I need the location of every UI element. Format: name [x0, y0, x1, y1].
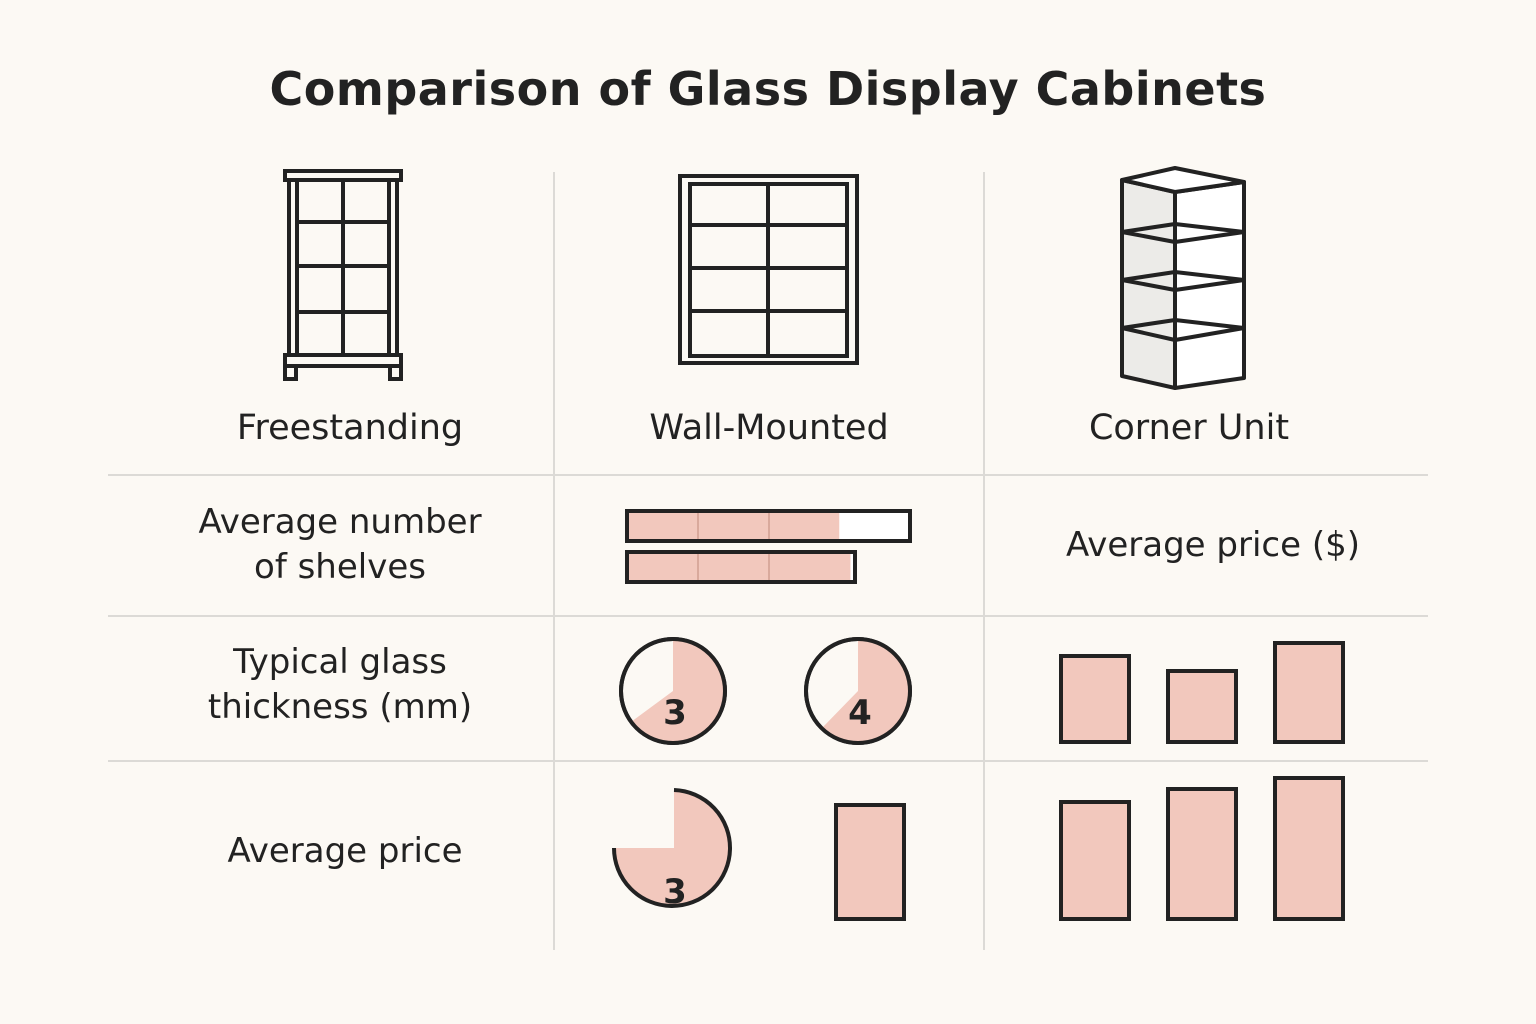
row-label-line: Average number	[198, 502, 482, 542]
corner-thickness-bars	[1059, 641, 1345, 744]
row-label-price: Average price	[227, 831, 463, 871]
cabinet-label-corner-unit: Corner Unit	[1088, 408, 1290, 448]
freestanding-cabinet-icon	[283, 169, 403, 381]
bar	[1273, 641, 1345, 744]
row-divider	[108, 474, 1428, 476]
shelf-bars	[625, 509, 912, 584]
cabinet-label-wall-mounted: Wall-Mounted	[649, 408, 889, 448]
column-divider	[553, 172, 555, 950]
thickness-value-2: 4	[848, 693, 872, 733]
bar	[1059, 654, 1131, 744]
row-divider	[108, 760, 1428, 762]
bar	[1166, 787, 1238, 921]
row-label-line: Typical glass	[233, 642, 447, 682]
bar	[1273, 776, 1345, 921]
shelf-bar-outline	[625, 509, 912, 543]
cabinet-label-freestanding: Freestanding	[236, 408, 464, 448]
row-label-shelves: Average number of shelves	[170, 500, 510, 590]
column-divider	[983, 172, 985, 950]
wall-mounted-cabinet-icon	[678, 174, 859, 365]
page-title: Comparison of Glass Display Cabinets	[269, 62, 1267, 116]
shelf-bar-fill	[627, 511, 840, 541]
shelf-bar-fill	[627, 552, 851, 582]
average-price-dollar-label: Average price ($)	[1065, 525, 1360, 565]
row-label-line: of shelves	[254, 547, 426, 587]
row-label-thickness: Typical glass thickness (mm)	[170, 640, 510, 730]
thickness-pie-2: 4	[804, 637, 912, 745]
thickness-value-1: 3	[663, 693, 687, 733]
price-pie-value: 3	[663, 872, 687, 912]
shelf-bar-outline	[625, 550, 857, 584]
price-pie: 3	[612, 788, 732, 912]
corner-cabinet-icon	[1120, 166, 1246, 390]
thickness-pie-1: 3	[619, 637, 727, 745]
corner-price-bars	[1059, 776, 1345, 921]
row-divider	[108, 615, 1428, 617]
bar	[1059, 800, 1131, 921]
price-bar	[834, 803, 906, 921]
row-label-line: thickness (mm)	[207, 687, 473, 727]
bar	[1166, 669, 1238, 744]
